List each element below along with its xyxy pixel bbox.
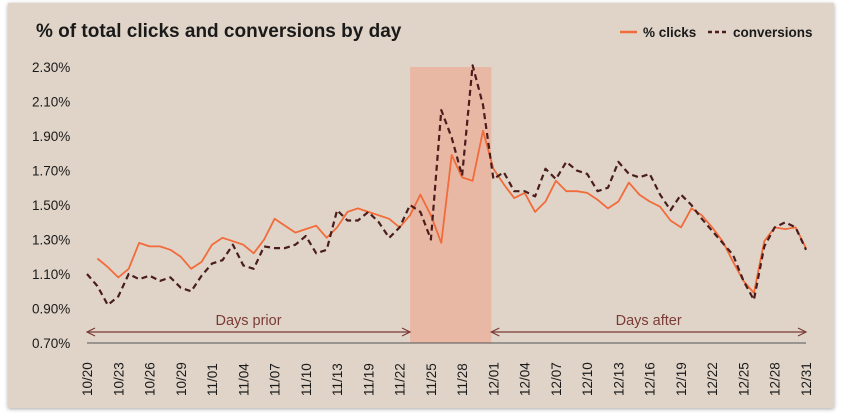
x-tick-label: 12/10 [580, 362, 595, 396]
chart-title: % of total clicks and conversions by day [36, 21, 402, 42]
x-tick-label: 12/22 [705, 362, 720, 396]
x-tick-label: 12/13 [611, 362, 626, 396]
x-tick-label: 11/19 [361, 363, 376, 396]
days-prior-label: Days prior [215, 313, 281, 329]
x-tick-label: 10/23 [111, 362, 126, 396]
y-tick-label: 1.90% [32, 129, 70, 144]
y-tick-label: 0.70% [32, 336, 70, 351]
series-group [86, 64, 807, 307]
y-tick-label: 1.70% [32, 164, 70, 179]
x-tick-label: 11/04 [236, 363, 251, 396]
days-prior-arrowhead-left [85, 327, 96, 337]
x-tick-label: 11/10 [299, 363, 314, 396]
x-tick-label: 12/07 [549, 362, 564, 396]
days-prior-arrowhead-right [401, 327, 412, 337]
y-tick-label: 0.90% [32, 302, 70, 317]
series-line-clicks [96, 129, 807, 294]
y-axis: 0.70% 0.90% 1.10% 1.30% 1.50% 1.70% 1.90% 2.10%… [32, 60, 806, 351]
x-tick-label: 12/25 [736, 362, 751, 396]
days-after-label: Days after [616, 313, 682, 329]
x-tick-label: 12/04 [518, 362, 533, 396]
x-tick-label: 11/22 [393, 363, 408, 396]
x-tick-label: 11/01 [205, 363, 220, 396]
highlight-band [410, 67, 492, 343]
y-tick-label: 2.10% [32, 95, 70, 110]
series-line-conversions [86, 64, 807, 307]
x-tick-label: 10/20 [80, 362, 95, 396]
annotations: Days prior Days after [85, 313, 808, 337]
x-tick-label: 10/26 [143, 362, 158, 396]
legend-label-conversions: conversions [733, 25, 813, 40]
legend-label-clicks: % clicks [643, 25, 696, 40]
x-axis: 10/20 10/23 10/26 10/29 11/01 11/04 11/07 11/10… [80, 362, 814, 396]
x-tick-label: 12/19 [674, 362, 689, 396]
y-tick-label: 1.50% [32, 198, 70, 213]
x-tick-label: 12/01 [486, 362, 501, 396]
y-tick-label: 1.10% [32, 267, 70, 282]
days-after-arrowhead-right [797, 327, 808, 337]
x-tick-label: 12/28 [768, 362, 783, 396]
x-tick-label: 11/28 [455, 363, 470, 396]
y-tick-label: 1.30% [32, 233, 70, 248]
x-tick-label: 11/13 [330, 363, 345, 396]
x-tick-label: 12/16 [643, 362, 658, 396]
x-tick-label: 11/25 [424, 363, 439, 396]
x-tick-label: 11/07 [268, 363, 283, 396]
y-tick-label: 2.30% [32, 60, 70, 75]
days-after-arrowhead-left [489, 327, 500, 337]
x-tick-label: 10/29 [174, 362, 189, 396]
x-tick-label: 12/31 [799, 362, 814, 396]
legend: % clicks conversions [620, 25, 813, 40]
highlight-band-group [410, 67, 492, 343]
